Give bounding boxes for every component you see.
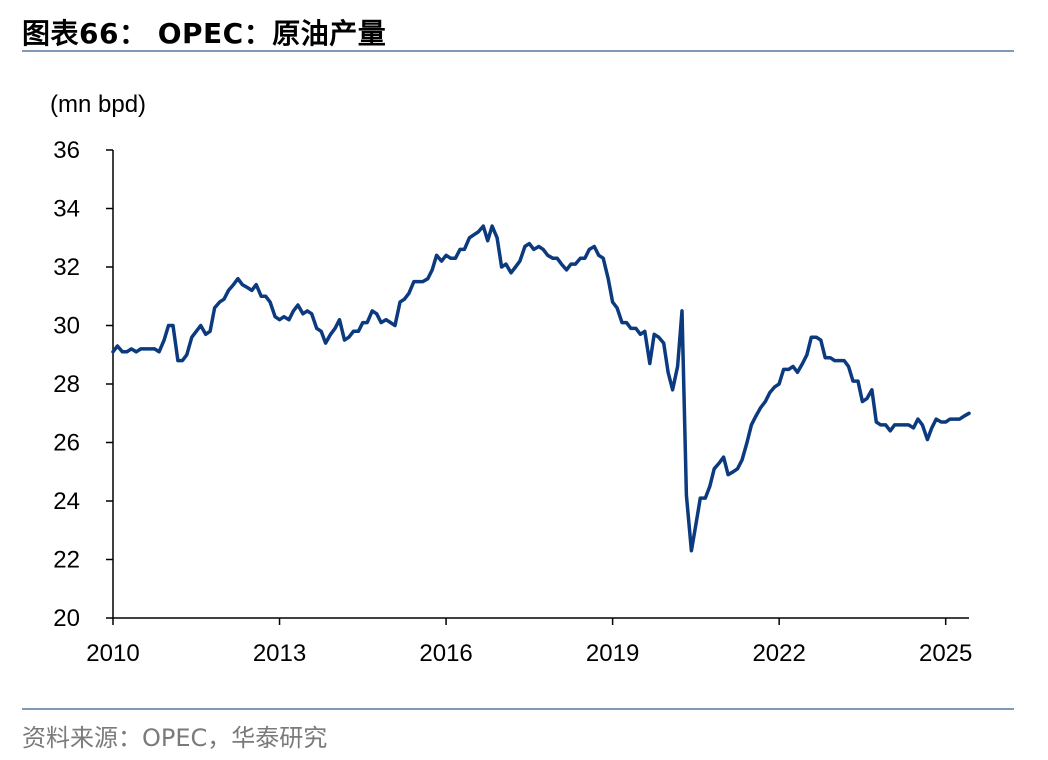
header-divider xyxy=(22,50,1014,52)
x-tick-label: 2022 xyxy=(752,640,805,667)
y-tick-label: 26 xyxy=(53,430,80,457)
x-tick-label: 2010 xyxy=(86,640,139,667)
y-tick-label: 24 xyxy=(53,488,80,515)
y-tick-label: 22 xyxy=(53,547,80,574)
source-note: 资料来源：OPEC，华泰研究 xyxy=(22,724,328,752)
y-axis-unit-label: (mn bpd) xyxy=(50,91,146,118)
y-tick-label: 32 xyxy=(53,254,80,281)
x-tick-label: 2025 xyxy=(919,640,972,667)
y-tick-label: 30 xyxy=(53,313,80,340)
series-line-opec-crude-production xyxy=(111,224,971,553)
chart-title: 图表66： OPEC：原油产量 xyxy=(22,17,387,50)
x-tick-label: 2013 xyxy=(253,640,306,667)
y-tick-label: 36 xyxy=(53,137,80,164)
x-tick-label: 2019 xyxy=(586,640,639,667)
footer-divider xyxy=(22,708,1014,710)
y-tick-label: 34 xyxy=(53,196,80,223)
y-tick-label: 28 xyxy=(53,371,80,398)
y-axis: 20 22 24 26 28 30 32 34 36 xyxy=(53,137,114,632)
x-axis: 2010 2013 2016 2019 2022 2025 xyxy=(86,617,972,667)
x-tick-label: 2016 xyxy=(419,640,472,667)
y-tick-label: 20 xyxy=(53,605,80,632)
